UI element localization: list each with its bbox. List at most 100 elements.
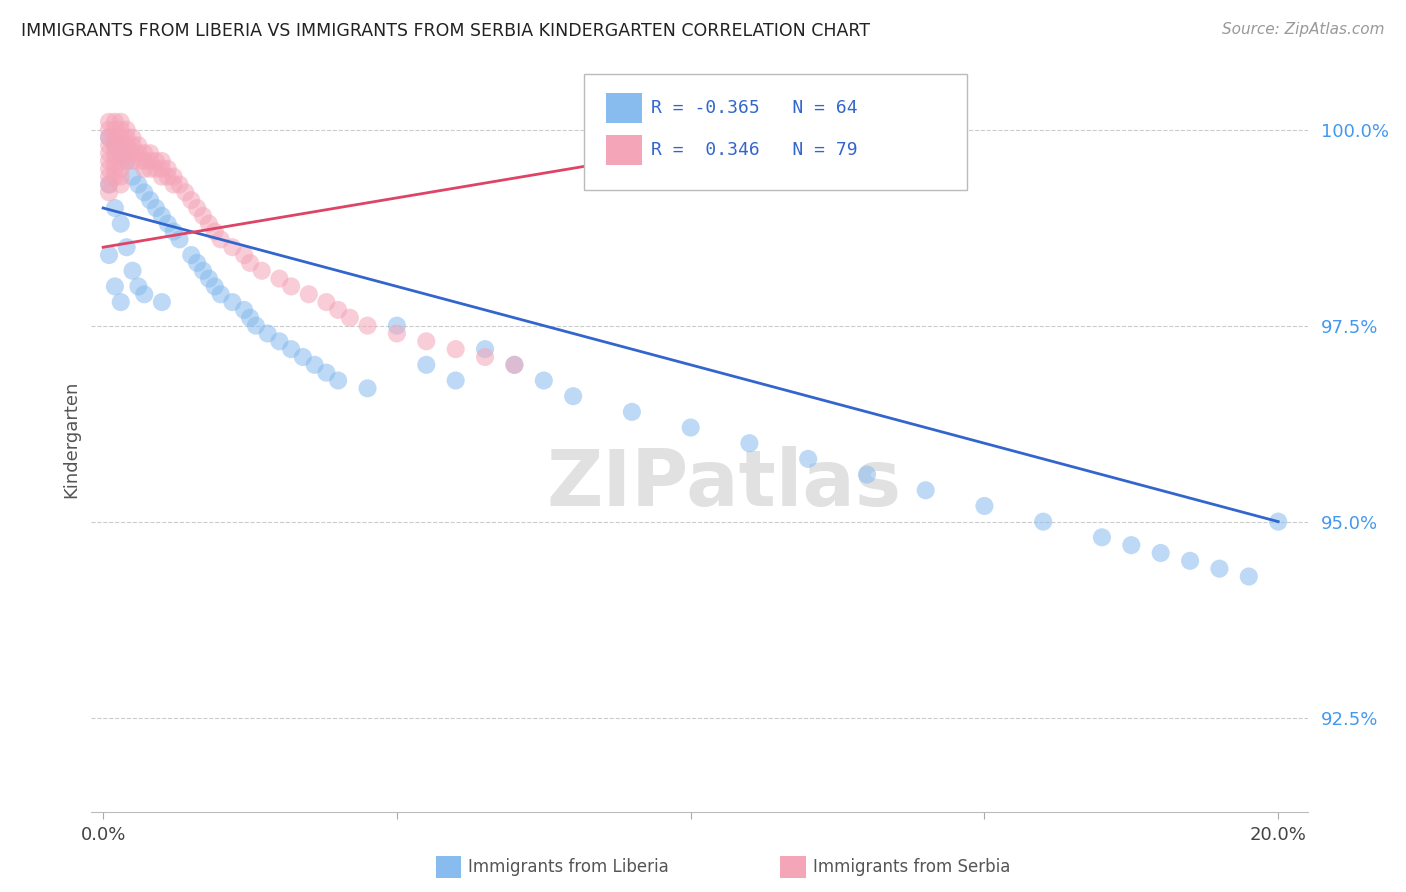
Point [121, 146, 143, 161]
Point [163, 169, 186, 184]
Point [204, 279, 226, 293]
Point [1032, 515, 1054, 529]
Point [150, 161, 173, 176]
Point [98, 138, 121, 153]
Point [1121, 538, 1143, 552]
Point [209, 287, 232, 301]
Point [115, 130, 138, 145]
Point [679, 420, 702, 434]
Point [209, 232, 232, 246]
Point [156, 169, 179, 184]
Point [444, 342, 467, 356]
Point [180, 193, 202, 207]
Point [191, 209, 214, 223]
Point [115, 122, 138, 136]
Point [104, 201, 127, 215]
Point [104, 115, 127, 129]
Point [356, 381, 378, 395]
Point [1208, 562, 1230, 576]
Point [115, 146, 138, 161]
Point [204, 225, 226, 239]
Point [127, 279, 149, 293]
Point [280, 342, 302, 356]
Point [221, 240, 243, 254]
Point [110, 169, 132, 184]
Point [139, 161, 162, 176]
Point [98, 122, 121, 136]
Point [115, 153, 138, 168]
Point [233, 302, 256, 317]
Point [104, 279, 127, 293]
Point [115, 240, 138, 254]
Point [169, 232, 191, 246]
Point [98, 146, 121, 161]
Point [110, 295, 132, 310]
Point [163, 225, 186, 239]
Point [797, 451, 820, 466]
Point [121, 169, 143, 184]
Point [250, 264, 273, 278]
Point [115, 153, 138, 168]
Bar [606, 136, 643, 165]
Point [104, 169, 127, 184]
Point [139, 146, 162, 161]
Point [98, 248, 121, 262]
Point [304, 358, 326, 372]
Point [620, 405, 643, 419]
Point [503, 358, 526, 372]
Point [104, 138, 127, 153]
Point [269, 271, 291, 285]
Point [914, 483, 936, 498]
Point [738, 436, 761, 450]
Text: R = -0.365   N = 64: R = -0.365 N = 64 [651, 99, 858, 117]
Text: R =  0.346   N = 79: R = 0.346 N = 79 [651, 141, 858, 160]
Point [104, 146, 127, 161]
Point [145, 161, 167, 176]
Point [315, 366, 337, 380]
Point [110, 153, 132, 168]
Point [315, 295, 337, 310]
Point [150, 153, 173, 168]
Point [444, 374, 467, 388]
Point [239, 310, 262, 325]
Point [110, 122, 132, 136]
Point [280, 279, 302, 293]
Point [328, 374, 350, 388]
Point [1267, 515, 1289, 529]
Point [1237, 569, 1260, 583]
Point [169, 178, 191, 192]
Point [328, 302, 350, 317]
Point [121, 153, 143, 168]
Point [98, 115, 121, 129]
Point [104, 122, 127, 136]
Point [98, 161, 121, 176]
Point [1178, 554, 1201, 568]
Point [174, 186, 197, 200]
Point [98, 178, 121, 192]
Point [121, 264, 143, 278]
Point [298, 287, 321, 301]
Point [186, 201, 208, 215]
Point [156, 217, 179, 231]
Point [533, 374, 555, 388]
Point [163, 178, 186, 192]
Point [256, 326, 278, 341]
Point [1091, 530, 1114, 544]
FancyBboxPatch shape [583, 74, 967, 190]
Point [1150, 546, 1173, 560]
Point [856, 467, 879, 482]
Point [198, 271, 221, 285]
Text: Immigrants from Liberia: Immigrants from Liberia [468, 858, 669, 876]
Point [134, 146, 156, 161]
Text: Source: ZipAtlas.com: Source: ZipAtlas.com [1222, 22, 1385, 37]
Point [110, 115, 132, 129]
Point [121, 138, 143, 153]
Point [134, 161, 156, 176]
Point [145, 201, 167, 215]
Point [239, 256, 262, 270]
Point [121, 130, 143, 145]
Point [474, 350, 496, 364]
Point [110, 146, 132, 161]
Point [145, 153, 167, 168]
Text: ZIPatlas: ZIPatlas [547, 446, 901, 522]
